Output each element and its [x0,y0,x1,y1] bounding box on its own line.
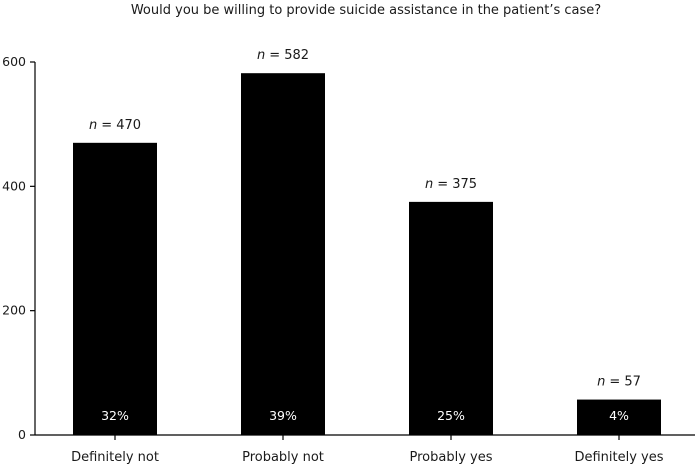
count-value: = 57 [609,375,641,390]
y-tick-label: 200 [2,303,26,318]
count-label: n = 57 [597,375,641,390]
y-tick-label: 400 [2,178,26,193]
percent-label: 4% [609,408,629,423]
bar [73,142,157,436]
percent-label: 39% [269,408,297,423]
count-value: = 582 [269,48,309,63]
count-label: n = 470 [89,118,141,133]
bar [241,73,325,435]
count-label: n = 582 [257,48,309,63]
y-axis: 0 200 400 600 [2,54,36,442]
x-tick-label: Probably not [242,450,324,464]
bar [577,399,661,435]
count-prefix: n [257,48,265,63]
count-prefix: n [597,375,605,390]
x-axis: Definitely not Probably not Probably yes De… [35,434,695,464]
count-value: = 375 [437,177,477,192]
count-value: = 470 [101,118,141,133]
percent-label: 25% [437,408,465,423]
y-tick-label: 0 [18,427,26,442]
percent-label: 32% [101,408,129,423]
x-tick-label: Probably yes [410,450,493,464]
count-label: n = 375 [425,177,477,192]
x-tick-label: Definitely not [71,450,159,464]
y-tick-label: 600 [2,54,26,69]
count-prefix: n [89,118,97,133]
count-prefix: n [425,177,433,192]
chart-title: Would you be willing to provide suicide … [131,3,601,18]
bar [409,201,493,435]
x-tick-label: Definitely yes [574,450,663,464]
bars: n = 470 32% n = 582 39% n = 375 25% n = 57 4% [73,48,661,436]
